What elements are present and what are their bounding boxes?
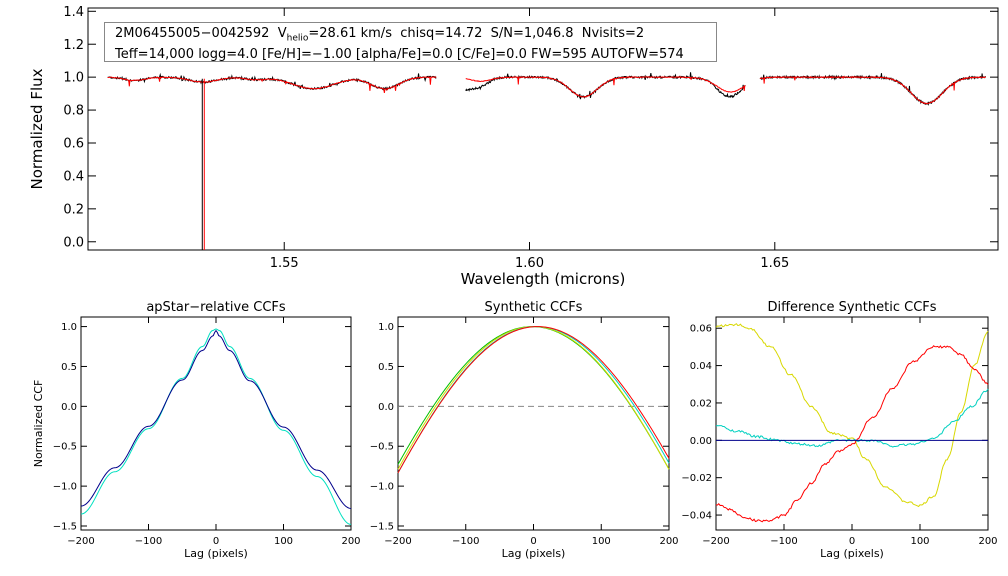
ccf1-title: apStar−relative CCFs [146, 300, 286, 315]
spectrum-ytick-label: 1.4 [63, 5, 84, 20]
ccf3-series-diff-yellow [715, 323, 989, 508]
ccf1-xtick-label: −200 [67, 536, 94, 547]
ccf3-xtick-label: −200 [702, 536, 729, 547]
ccf2-ytick-label: 1.0 [378, 322, 394, 333]
spectrum-model-series [759, 75, 986, 105]
ccf2-xlabel: Lag (pixels) [502, 547, 566, 560]
ccf2-series-syn-red [397, 326, 670, 474]
spectrum-ytick-label: 1.0 [63, 71, 84, 86]
ccf1-series-combined [80, 329, 352, 509]
info-line-2: Teff=14,000 logg=4.0 [Fe/H]=−1.00 [alpha… [115, 46, 684, 62]
ccf1-xlabel: Lag (pixels) [184, 547, 248, 560]
ccf2-xtick-label: 200 [659, 536, 678, 547]
ccf2-axes-frame [397, 316, 670, 531]
ccf3-title: Difference Synthetic CCFs [767, 300, 936, 315]
spectrum-xtick-label: 1.55 [270, 256, 299, 271]
info-box: 2M06455005−0042592 Vhelio=28.61 km/s chi… [104, 22, 717, 62]
ccf3-ytick-label: 0.04 [690, 361, 712, 372]
ccf1-ytick-label: −1.5 [53, 522, 77, 533]
ccf1-ylabel: Normalized CCF [32, 380, 45, 468]
ccf1-ytick-label: −0.5 [53, 442, 77, 453]
ccf1-xtick-label: −100 [135, 536, 162, 547]
ccf3-series-diff-red [715, 345, 989, 523]
ccf3-xtick-label: 100 [910, 536, 929, 547]
ccf1-ytick-label: 1.0 [61, 322, 77, 333]
ccf3-xtick-label: 0 [849, 536, 855, 547]
ccf3-ytick-label: 0.00 [690, 436, 712, 447]
spectrum-xlabel: Wavelength (microns) [461, 270, 626, 288]
ccf3-series-diff-cyan [715, 388, 989, 448]
spectrum-ylabel: Normalized Flux [28, 68, 46, 189]
ccf2-xtick-label: 0 [530, 536, 536, 547]
spectrum-axes-frame [87, 7, 999, 251]
ccf2-ytick-label: −1.5 [370, 522, 394, 533]
ccf3-axes-frame [715, 316, 989, 531]
ccf1-xtick-label: 100 [274, 536, 293, 547]
spectrum-ytick-label: 1.2 [63, 38, 84, 53]
ccf3-ytick-label: −0.02 [681, 473, 712, 484]
spectrum-xtick-label: 1.65 [760, 256, 789, 271]
ccf2-ytick-label: 0.0 [378, 402, 394, 413]
spectrum-ytick-label: 0.2 [63, 202, 84, 217]
info-line-1-rest: =28.61 km/s chisq=14.72 S/N=1,046.8 Nvis… [308, 26, 645, 41]
ccf3-panel [715, 316, 989, 531]
ccf1-panel [80, 316, 352, 531]
ccf2-ytick-label: −1.0 [370, 482, 394, 493]
ccf3-xtick-label: −100 [770, 536, 797, 547]
ccf2-panel [397, 316, 670, 531]
ccf3-ytick-label: 0.02 [690, 398, 712, 409]
ccf1-series-visit-1 [80, 328, 352, 525]
spectrum-ytick-label: 0.0 [63, 235, 84, 250]
star-id: 2M06455005−0042592 [115, 26, 270, 41]
spectrum-ytick-label: 0.8 [63, 104, 84, 119]
ccf1-xtick-label: 200 [341, 536, 360, 547]
spectrum-xtick-label: 1.60 [515, 256, 544, 271]
ccf3-xlabel: Lag (pixels) [820, 547, 884, 560]
ccf1-ytick-label: 0.0 [61, 402, 77, 413]
ccf3-xtick-label: 200 [978, 536, 997, 547]
ccf1-xtick-label: 0 [213, 536, 219, 547]
spectrum-observed-series [759, 73, 987, 107]
ccf2-xtick-label: −100 [452, 536, 479, 547]
ccf3-ytick-label: −0.04 [681, 511, 712, 522]
info-line-1: 2M06455005−0042592 Vhelio=28.61 km/s chi… [115, 26, 716, 47]
ccf3-ytick-label: 0.06 [690, 324, 712, 335]
ccf1-ytick-label: −1.0 [53, 482, 77, 493]
ccf2-ytick-label: 0.5 [378, 362, 394, 373]
spectrum-ytick-label: 0.6 [63, 137, 84, 152]
ccf1-axes-frame [80, 316, 352, 531]
spectrum-model-series [107, 76, 437, 93]
ccf2-series-syn-cyan [397, 326, 670, 474]
spectrum-observed-series [465, 72, 746, 100]
ccf2-xtick-label: 100 [592, 536, 611, 547]
ccf2-xtick-label: −200 [384, 536, 411, 547]
spectrum-model-series [465, 76, 746, 98]
spectrum-observed-series [107, 72, 437, 91]
ccf2-ytick-label: −0.5 [370, 442, 394, 453]
vhelio-subscript: helio [286, 33, 309, 44]
spectrum-ytick-label: 0.4 [63, 169, 84, 184]
spectrum-panel [87, 7, 999, 251]
ccf1-ytick-label: 0.5 [61, 362, 77, 373]
ccf2-title: Synthetic CCFs [485, 300, 583, 315]
vhelio-symbol: V [277, 26, 287, 41]
